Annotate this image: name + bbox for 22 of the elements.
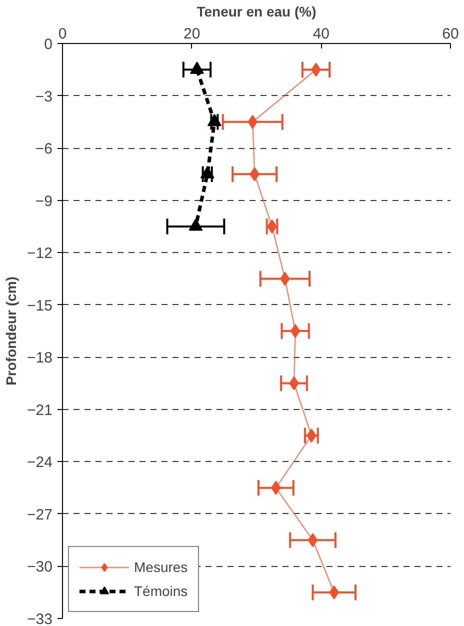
y-tick-label: −3 — [35, 88, 53, 106]
y-tick-label: −9 — [35, 192, 53, 210]
x-tick-label: 0 — [58, 26, 67, 42]
y-tick-label: −12 — [27, 245, 53, 262]
y-tick-label: −15 — [27, 297, 53, 314]
y-tick-label: 0 — [44, 36, 52, 53]
y-tick-label: −18 — [27, 350, 53, 367]
x-tick-label: 20 — [183, 26, 200, 42]
legend-label: Mesures — [134, 559, 188, 575]
y-tick-label: −30 — [27, 558, 53, 576]
point — [290, 324, 300, 338]
y-tick-label: −27 — [27, 506, 53, 524]
y-tick-label: −33 — [27, 611, 53, 626]
y-tick-label: −6 — [35, 140, 53, 158]
x-tick-label: 40 — [312, 26, 330, 42]
y-axis-title: Profondeur (cm) — [3, 276, 20, 386]
x-axis-title: Teneur en eau (%) — [196, 4, 316, 20]
y-tick-label: −24 — [27, 454, 53, 472]
legend-label: Témoins — [134, 583, 188, 599]
x-tick-label: 60 — [442, 26, 459, 42]
y-tick-label: −21 — [27, 402, 53, 419]
point — [308, 533, 318, 548]
